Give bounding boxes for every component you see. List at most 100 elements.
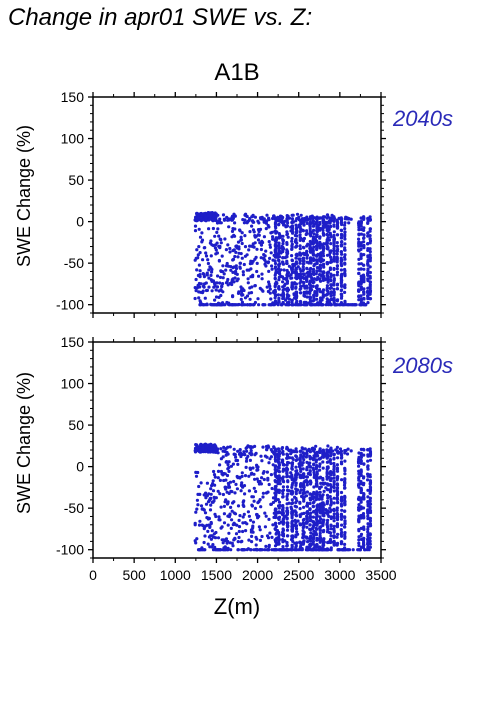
data-point [243,218,247,222]
panel-2040s: -100 -50 0 50 100 150 SWE Change (%) 2040s [14,89,453,318]
data-point [216,476,220,480]
data-point [281,533,285,537]
data-point [285,548,289,552]
data-point [256,465,260,469]
data-point [270,267,274,271]
data-point [226,452,230,456]
data-point [329,472,333,476]
data-point [359,489,363,493]
data-point [241,270,245,274]
data-point [211,219,215,223]
data-point [326,444,330,448]
data-point [290,298,294,302]
data-point [300,494,304,498]
data-point [292,262,296,266]
data-point [207,276,211,280]
data-point [290,467,294,471]
data-point [343,535,347,539]
data-point [340,495,344,499]
data-point [197,484,201,489]
data-point [252,486,256,490]
data-point [301,461,305,465]
data-point [211,279,215,283]
data-point [321,506,325,510]
data-point [205,303,209,307]
data-point [339,449,344,453]
data-point [308,523,312,527]
data-point [262,470,266,474]
data-point [357,497,361,501]
data-point [343,246,347,250]
data-point [202,493,206,497]
data-point [267,269,271,273]
data-point [200,291,205,295]
data-point [357,289,361,293]
data-point [303,535,308,539]
data-point [317,287,322,291]
data-point [316,223,321,227]
data-point [259,243,264,247]
data-point [293,240,297,244]
data-point [273,224,278,228]
data-point [283,514,287,518]
data-point [194,277,198,282]
data-point [315,517,319,522]
data-point [197,290,201,294]
data-point [198,235,203,239]
data-point [248,303,252,307]
data-point [246,510,250,514]
data-point [332,469,336,473]
data-point [251,524,255,528]
data-point [335,463,339,467]
data-point [359,461,363,465]
data-point [332,512,336,516]
data-point [321,460,325,464]
data-point [359,534,363,538]
data-point [285,219,289,223]
data-point [257,274,261,278]
data-point [299,300,303,304]
data-point [311,466,315,470]
data-point [357,508,361,512]
data-point [268,287,272,291]
data-point [285,261,289,265]
data-point [343,300,347,304]
data-point [319,257,323,261]
data-point [288,475,292,479]
data-point [319,263,323,267]
data-point [302,505,306,509]
data-point [359,294,363,298]
data-point [239,452,243,456]
data-point [332,273,336,277]
data-point [339,532,343,536]
data-point [297,257,301,261]
data-point [294,477,298,481]
data-point [253,453,257,457]
data-point [274,487,278,491]
data-point [224,478,228,482]
data-point [261,445,265,449]
data-point [309,276,314,280]
data-point [244,212,248,216]
data-point [280,246,284,250]
data-point [315,473,319,477]
data-point [269,297,273,301]
data-point [194,289,198,293]
data-point [361,546,366,550]
data-point [271,237,275,241]
data-point [366,495,370,499]
data-point [343,501,347,505]
data-point [260,272,264,276]
data-point [309,511,313,515]
data-point [214,514,218,519]
data-point [343,509,347,513]
data-point [357,237,361,241]
data-point [246,281,250,285]
data-point [238,448,242,452]
x-tick-label: 0 [89,567,97,583]
data-point [273,222,277,226]
data-point [312,454,316,458]
data-point [218,478,222,482]
data-point [247,474,251,478]
data-point [293,504,297,508]
